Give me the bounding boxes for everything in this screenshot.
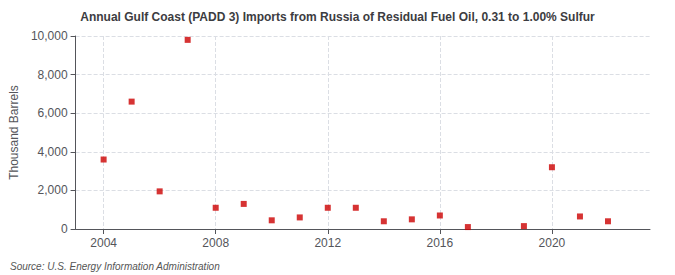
svg-text:4,000: 4,000: [38, 145, 68, 159]
svg-text:Annual Gulf Coast (PADD 3) Imp: Annual Gulf Coast (PADD 3) Imports from …: [80, 10, 595, 24]
svg-text:10,000: 10,000: [31, 29, 68, 43]
svg-text:0: 0: [61, 222, 68, 236]
svg-text:Thousand Barrels: Thousand Barrels: [7, 85, 21, 180]
svg-text:8,000: 8,000: [38, 68, 68, 82]
svg-text:Source: U.S. Energy Informatio: Source: U.S. Energy Information Administ…: [10, 261, 220, 272]
svg-text:2,000: 2,000: [38, 183, 68, 197]
svg-text:2016: 2016: [427, 236, 454, 250]
svg-text:2020: 2020: [539, 236, 566, 250]
svg-text:2004: 2004: [90, 236, 117, 250]
svg-text:6,000: 6,000: [38, 106, 68, 120]
svg-text:2012: 2012: [314, 236, 341, 250]
svg-text:2008: 2008: [202, 236, 229, 250]
